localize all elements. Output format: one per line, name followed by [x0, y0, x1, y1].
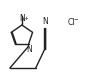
Text: Cl: Cl	[67, 18, 75, 27]
Text: +: +	[24, 16, 29, 21]
Text: N: N	[19, 14, 25, 23]
Text: N: N	[42, 17, 48, 26]
Text: −: −	[74, 16, 78, 21]
Text: N: N	[26, 45, 32, 54]
